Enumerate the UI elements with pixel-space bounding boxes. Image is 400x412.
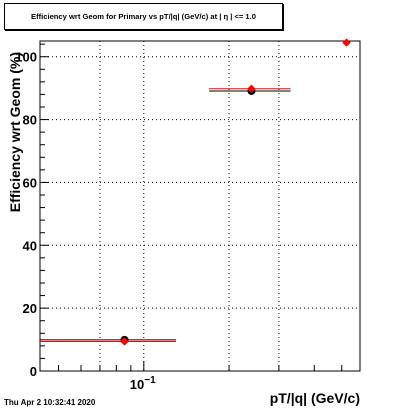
- y-axis-title: Efficiency wrt Geom (%): [7, 52, 23, 212]
- data-point-diamond: [247, 84, 256, 93]
- plot-frame: [39, 40, 361, 372]
- chart-title-box: Efficiency wrt Geom for Primary vs pT/|q…: [4, 3, 283, 30]
- timestamp: Thu Apr 2 10:32:41 2020: [4, 398, 96, 407]
- x-axis-title: pT/|q| (GeV/c): [270, 390, 360, 406]
- y-tick-label: 20: [23, 301, 37, 316]
- y-tick-label: 0: [30, 364, 37, 379]
- y-tick-label: 100: [15, 50, 37, 65]
- data-point-diamond: [342, 38, 351, 47]
- y-tick-label: 80: [23, 113, 37, 128]
- y-tick-label: 60: [23, 175, 37, 190]
- y-tick-label: 40: [23, 238, 37, 253]
- data-point-diamond: [120, 337, 129, 346]
- chart-title: Efficiency wrt Geom for Primary vs pT/|q…: [31, 12, 256, 21]
- axes: 0 20 40 60 80 100 10−1: [15, 40, 361, 392]
- data-points: [40, 38, 351, 346]
- x-tick-label: 10−1: [130, 375, 156, 392]
- grid: [40, 41, 360, 371]
